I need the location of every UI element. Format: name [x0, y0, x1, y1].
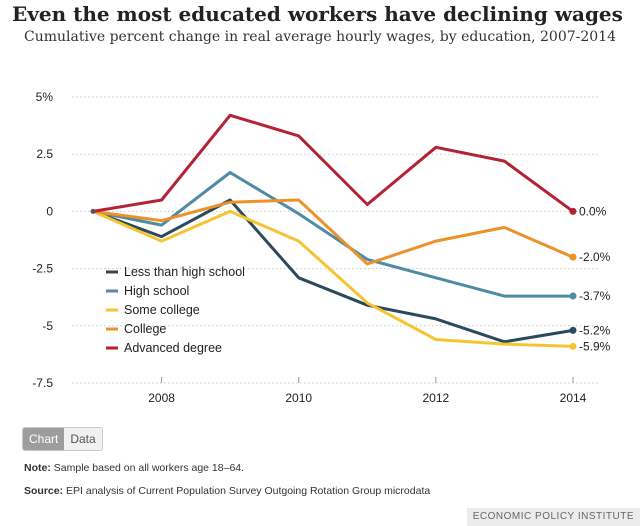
- chart-title: Even the most educated workers have decl…: [12, 2, 623, 26]
- origin-point: [90, 208, 96, 214]
- legend-label: Advanced degree: [124, 341, 222, 355]
- x-tick-label: 2010: [285, 391, 312, 405]
- series-line: [92, 209, 574, 348]
- y-tick-label: 5%: [36, 90, 54, 104]
- series-line: [92, 113, 574, 213]
- series-line: [92, 198, 574, 344]
- chart-toggle-button[interactable]: Chart: [23, 428, 65, 450]
- x-tick-label: 2014: [560, 391, 587, 405]
- source-text: EPI analysis of Current Population Surve…: [63, 485, 431, 497]
- legend-label: College: [124, 322, 166, 336]
- chart-data-toggle[interactable]: Chart Data: [22, 427, 103, 451]
- chart-subtitle: Cumulative percent change in real averag…: [24, 29, 617, 45]
- series-end-label: -5.9%: [579, 339, 611, 353]
- legend-label: Some college: [124, 303, 200, 317]
- y-tick-label: -5: [42, 319, 53, 333]
- x-tick-label: 2012: [423, 391, 450, 405]
- series-end-label: 0.0%: [579, 204, 607, 218]
- series-end-point: [569, 253, 577, 261]
- y-tick-label: 2.5: [36, 147, 53, 161]
- x-tick-label: 2008: [148, 391, 175, 405]
- legend-label: High school: [124, 284, 189, 298]
- series-end-label: -2.0%: [579, 250, 611, 264]
- publisher-brand: ECONOMIC POLICY INSTITUTE: [466, 508, 640, 526]
- series-end-point: [569, 326, 577, 334]
- note-text: Sample based on all workers age 18–64.: [50, 462, 245, 474]
- y-tick-label: -2.5: [32, 262, 53, 276]
- series-end-label: -3.7%: [579, 289, 611, 303]
- series-end-label: -5.2%: [579, 323, 611, 337]
- series-line: [92, 198, 574, 266]
- series-end-point: [569, 292, 577, 300]
- series-end-point: [569, 207, 577, 215]
- footnote: Note: Sample based on all workers age 18…: [24, 462, 244, 474]
- data-toggle-button[interactable]: Data: [64, 428, 102, 450]
- source-line: Source: EPI analysis of Current Populati…: [24, 485, 430, 497]
- legend-label: Less than high school: [124, 265, 245, 279]
- y-tick-label: -7.5: [32, 376, 53, 390]
- series-end-point: [569, 342, 577, 350]
- y-tick-label: 0: [46, 204, 53, 218]
- note-label: Note:: [24, 462, 51, 474]
- source-label: Source:: [24, 485, 64, 497]
